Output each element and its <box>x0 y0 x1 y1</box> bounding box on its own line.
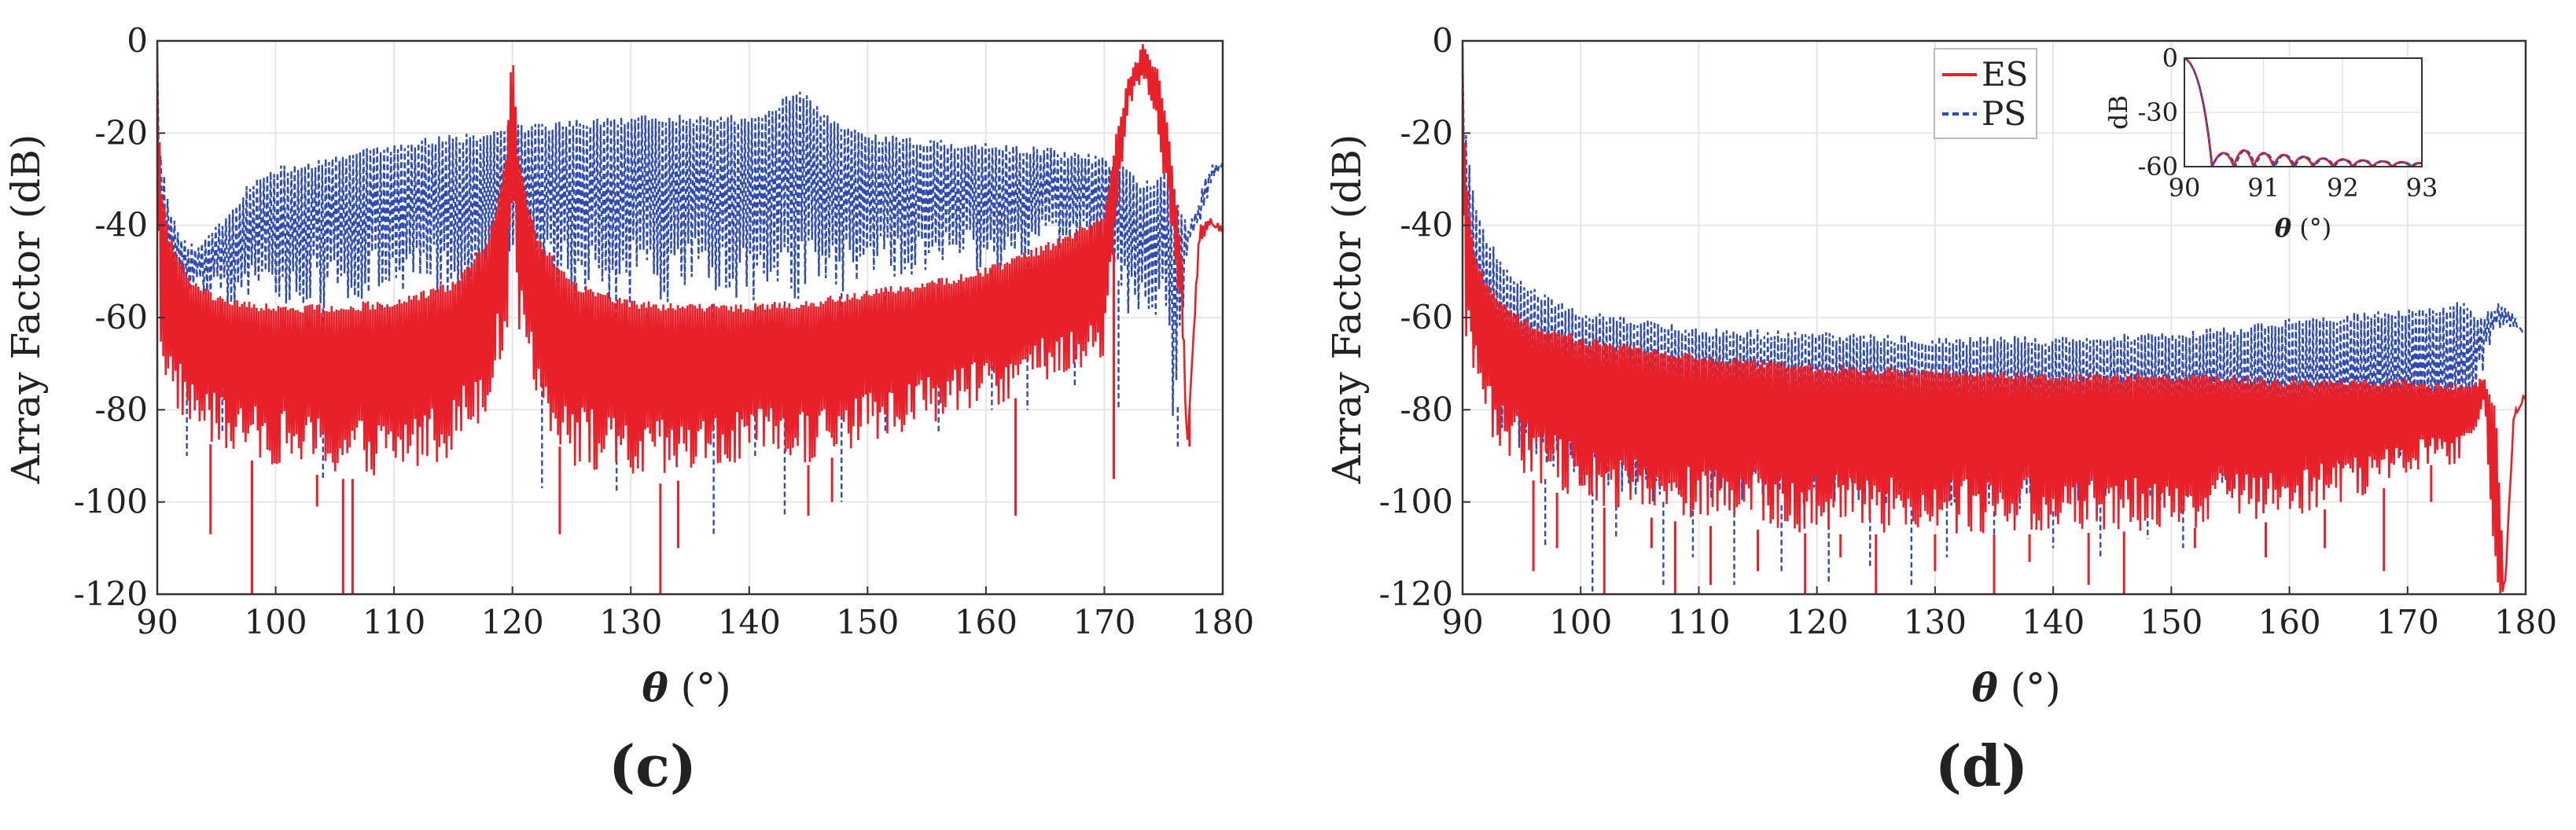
y-tick-label: -120 <box>74 575 148 613</box>
y-tick-label: 0 <box>127 21 148 60</box>
inset-y-tick-label: -30 <box>2137 97 2178 127</box>
inset-xlabel-unit: (°) <box>2291 213 2331 243</box>
chart-c-axes <box>156 39 1224 596</box>
chart-d-axes <box>1461 39 2527 596</box>
y-tick-label: -100 <box>1379 483 1453 521</box>
inset-y-tick-label: -60 <box>2137 152 2178 182</box>
chart-panel-c: 90 100 110 120 130 140 150 160 170 180 0 -20 -40 -60 -… <box>3 21 1254 799</box>
chart-d-xlabel: θ (°) <box>1971 664 2060 711</box>
chart-c-xlabel-unit: (°) <box>668 665 731 711</box>
x-tick-label: 160 <box>2258 603 2320 641</box>
inset-xlabel-symbol: θ <box>2275 213 2292 243</box>
x-tick-label: 100 <box>244 603 307 641</box>
y-tick-label: -40 <box>1400 206 1453 244</box>
x-tick-label: 130 <box>1904 603 1967 641</box>
inset-frame <box>2184 57 2423 167</box>
x-tick-label: 180 <box>2494 603 2557 641</box>
chart-c-plot-area <box>157 44 1223 594</box>
inset-grid <box>2184 57 2423 167</box>
inset-x-tick-label: 93 <box>2406 173 2438 203</box>
y-tick-label: -120 <box>1379 575 1453 613</box>
y-tick-label: -80 <box>1400 390 1453 428</box>
x-tick-label: 160 <box>955 603 1018 641</box>
x-tick-label: 180 <box>1191 603 1254 641</box>
y-tick-label: 0 <box>1432 21 1453 60</box>
y-tick-label: -60 <box>1400 298 1453 336</box>
x-tick-label: 170 <box>1073 603 1135 641</box>
inset-ticks: 90 91 92 93 0 -30 -60 <box>2137 43 2438 203</box>
legend-es-label: ES <box>1982 55 2028 94</box>
inset-x-tick-label: 91 <box>2247 173 2280 203</box>
x-tick-label: 120 <box>481 603 544 641</box>
legend-box <box>1934 48 2037 139</box>
chart-d-plot-area <box>1463 47 2526 594</box>
x-tick-label: 140 <box>718 603 781 641</box>
x-tick-label: 120 <box>1786 603 1849 641</box>
chart-d-ticks: 90 100 110 120 130 140 150 160 170 180 0 -20 -40 -60 -… <box>1379 21 2557 641</box>
chart-panel-d: 90 100 110 120 130 140 150 160 170 180 0 -20 -40 -60 -… <box>1324 21 2557 799</box>
x-tick-label: 140 <box>2022 603 2085 641</box>
chart-d-ylabel: Array Factor (dB) <box>1324 134 1370 485</box>
inset-x-tick-label: 92 <box>2327 173 2359 203</box>
chart-c-ticks: 90 100 110 120 130 140 150 160 170 180 0 -20 -40 -60 -… <box>74 21 1254 641</box>
series-ps-line <box>157 47 1223 417</box>
chart-d-legend: ES PS <box>1934 48 2037 139</box>
chart-c-panel-label: (c) <box>609 733 697 799</box>
x-tick-label: 90 <box>136 603 178 641</box>
chart-d-panel-label: (d) <box>1935 733 2028 799</box>
inset-xlabel: θ (°) <box>2275 213 2331 243</box>
y-tick-label: -20 <box>1400 113 1453 152</box>
chart-c-xlabel-symbol: θ <box>642 664 668 711</box>
series-es-line <box>1463 47 2526 594</box>
x-tick-label: 170 <box>2376 603 2439 641</box>
chart-d-xlabel-symbol: θ <box>1971 664 1998 711</box>
series-es-line <box>157 44 1223 476</box>
y-tick-label: -20 <box>94 113 148 152</box>
chart-c-xlabel: θ (°) <box>642 664 730 711</box>
legend-ps-label: PS <box>1982 94 2026 133</box>
inset-axes <box>2184 57 2423 167</box>
x-tick-label: 130 <box>599 603 662 641</box>
chart-d-xlabel-unit: (°) <box>1998 665 2061 711</box>
inset-x-tick-label: 90 <box>2169 173 2201 203</box>
y-tick-label: -60 <box>94 298 148 336</box>
x-tick-label: 90 <box>1441 603 1483 641</box>
inset-y-tick-label: 0 <box>2162 43 2178 73</box>
chart-d-inset: 90 91 92 93 0 -30 -60 dB θ (°) <box>2103 43 2438 243</box>
y-tick-label: -40 <box>94 206 148 244</box>
x-tick-label: 110 <box>1667 603 1730 641</box>
x-tick-label: 150 <box>2140 603 2202 641</box>
chart-c-ylabel: Array Factor (dB) <box>3 134 49 485</box>
y-tick-label: -80 <box>94 390 148 428</box>
y-tick-label: -100 <box>74 483 148 521</box>
x-tick-label: 150 <box>836 603 899 641</box>
inset-ylabel: dB <box>2103 95 2133 130</box>
x-tick-label: 110 <box>362 603 425 641</box>
x-tick-label: 100 <box>1549 603 1612 641</box>
